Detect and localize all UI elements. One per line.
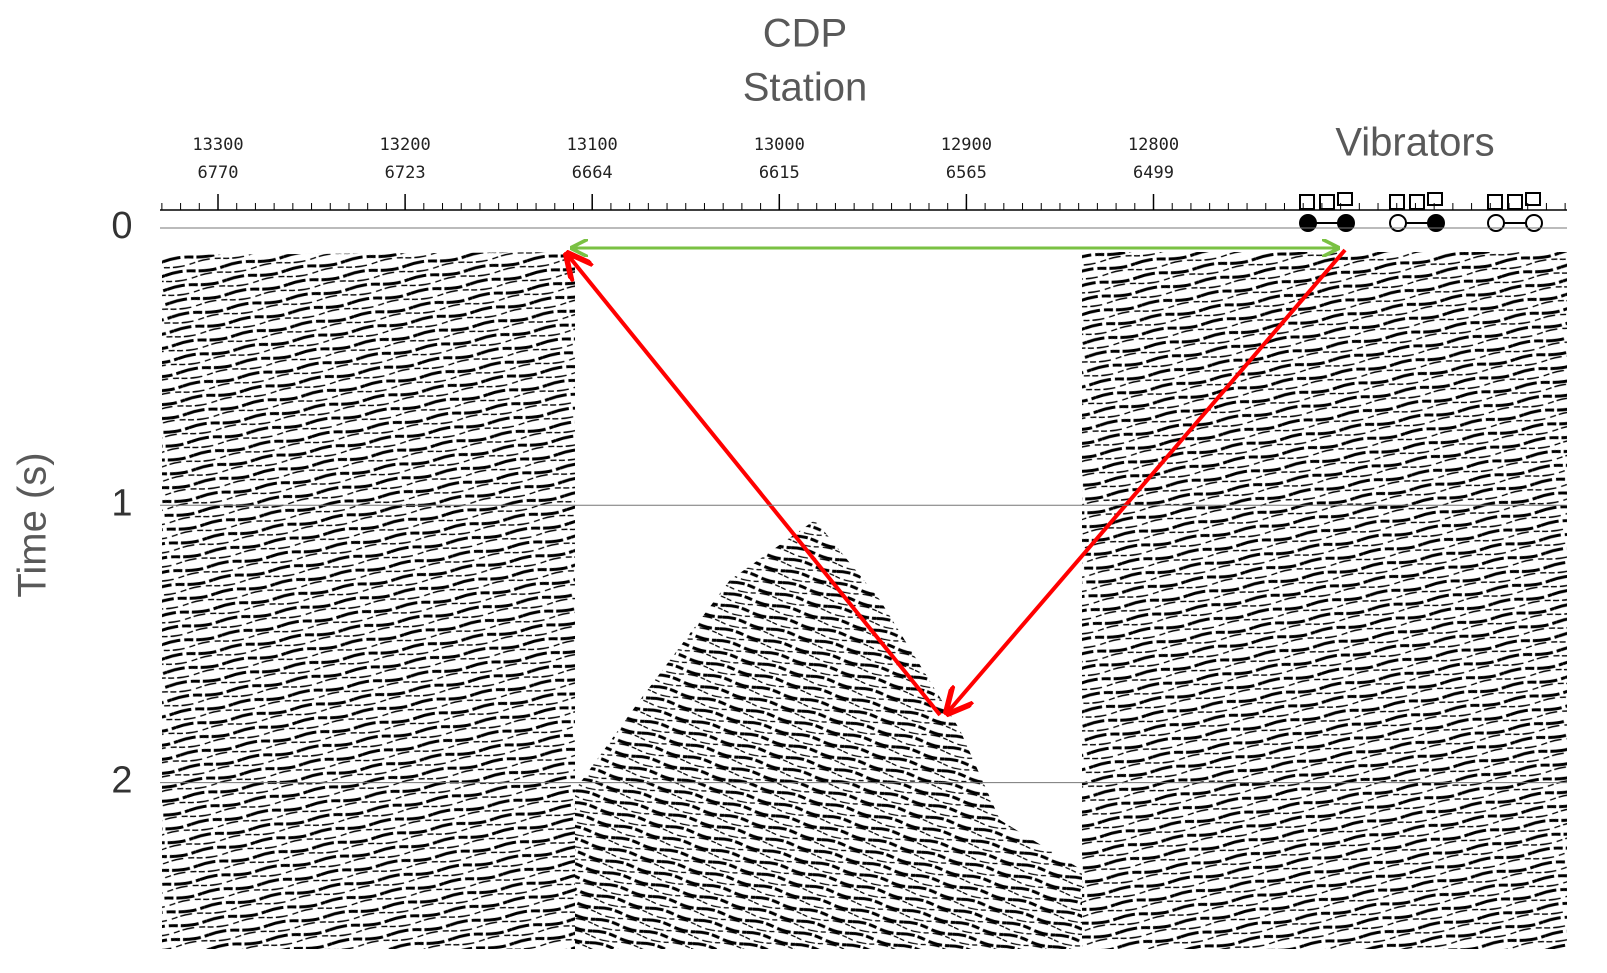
station-label: 6565 (946, 163, 987, 183)
y-axis-title: Time (s) (11, 452, 55, 597)
station-label: 6723 (385, 163, 426, 183)
y-tick-label: 0 (111, 205, 132, 247)
x-tick-label: 13200 (380, 135, 431, 155)
y-tick-label: 2 (111, 760, 132, 802)
x-axis-title: CDP (763, 12, 847, 56)
ray-up (567, 254, 942, 717)
x-tick-label: 12900 (941, 135, 992, 155)
vibrator-icons (1299, 192, 1543, 232)
ray-down (947, 248, 1347, 713)
x-tick-label: 13100 (567, 135, 618, 155)
station-label: 6615 (759, 163, 800, 183)
arrows (567, 248, 1347, 717)
x-tick-label: 13300 (192, 135, 243, 155)
annotation: Vibrators (1335, 121, 1494, 165)
station-label: 6770 (198, 163, 239, 183)
y-tick-label: 1 (111, 482, 132, 524)
station-label: 6664 (572, 163, 613, 183)
x2-axis-title: Station (743, 66, 868, 110)
station-label: 6499 (1133, 163, 1174, 183)
x-tick-label: 12800 (1128, 135, 1179, 155)
seismic-image (162, 252, 1567, 949)
x-tick-label: 13000 (754, 135, 805, 155)
